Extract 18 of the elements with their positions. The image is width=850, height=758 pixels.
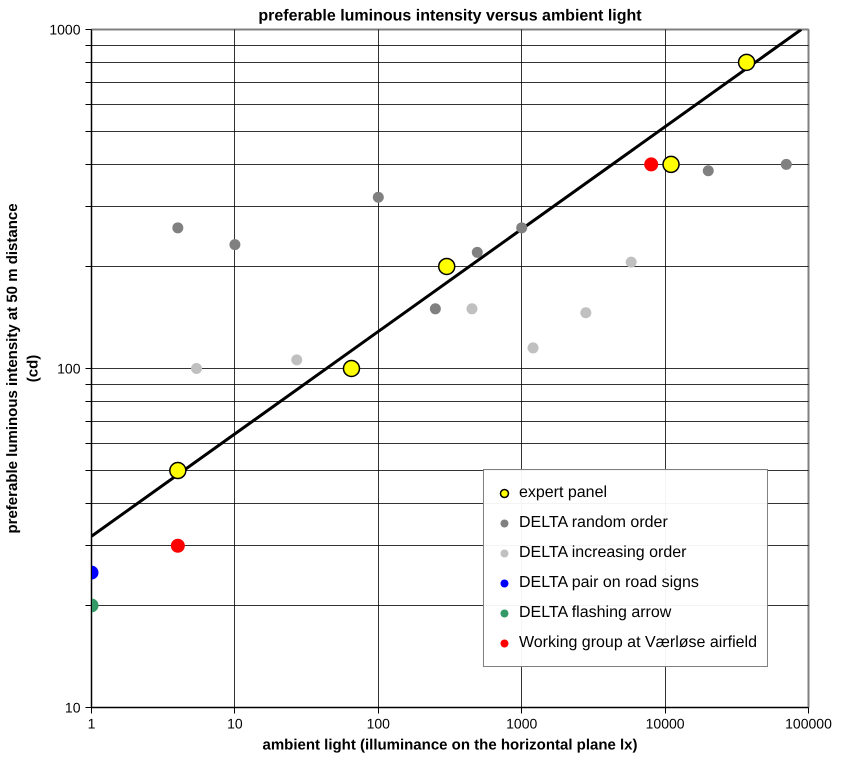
x-tick-label: 10 <box>227 716 243 732</box>
legend-label: DELTA flashing arrow <box>518 603 672 623</box>
legend-label: DELTA random order <box>518 513 668 533</box>
y-tick-label: 1000 <box>49 22 81 38</box>
x-tick-label: 100000 <box>785 716 832 732</box>
legend-label: DELTA pair on road signs <box>518 573 699 593</box>
y-axis-title: preferable luminous intensity at 50 m distance (cd) <box>4 203 42 534</box>
x-axis-title: ambient light (illuminance on the horizontal plane lx) <box>262 736 638 754</box>
legend-label: DELTA increasing order <box>518 543 686 563</box>
x-tick-label: 10000 <box>646 716 685 732</box>
legend-label: Working group at Værløse airfield <box>518 633 757 653</box>
x-tick-label: 1 <box>88 716 96 732</box>
x-tick-label: 1000 <box>506 716 538 732</box>
x-tick-label: 100 <box>366 716 390 732</box>
legend-label: expert panel <box>518 483 608 503</box>
y-tick-label: 100 <box>57 360 81 376</box>
chart-title: preferable luminous intensity versus ambient light <box>258 8 642 24</box>
y-tick-label: 10 <box>64 700 81 716</box>
